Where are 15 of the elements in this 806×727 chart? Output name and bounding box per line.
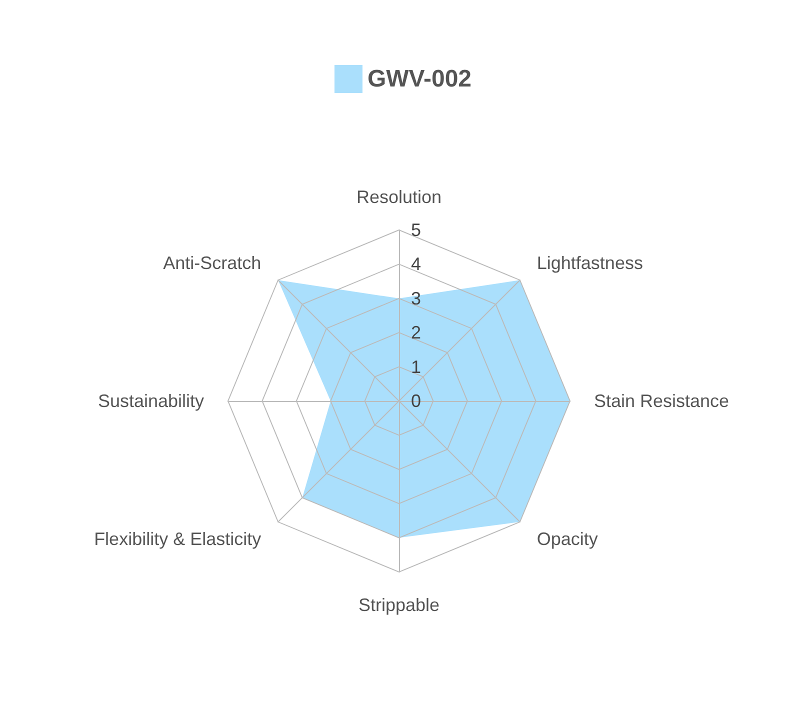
y-tick-label: 1 bbox=[410, 356, 421, 377]
spoke-label: Sustainability bbox=[98, 391, 204, 411]
spoke-label: Strippable bbox=[358, 595, 440, 615]
y-tick-label: 2 bbox=[410, 322, 421, 343]
spoke-label: Lightfastness bbox=[536, 253, 643, 274]
spoke-label: Flexibility & Elasticity bbox=[94, 528, 262, 549]
legend-label: GWV-002 bbox=[367, 66, 472, 92]
y-tick-label: 3 bbox=[410, 288, 421, 308]
y-tick-label: 5 bbox=[410, 220, 421, 240]
spoke-label: Resolution bbox=[356, 187, 442, 207]
y-tick-label: 4 bbox=[410, 254, 421, 274]
spoke-label: Anti-Scratch bbox=[163, 253, 262, 274]
spoke-label: Stain Resistance bbox=[594, 391, 730, 411]
spoke-label: Opacity bbox=[536, 528, 598, 549]
y-tick-label: 0 bbox=[410, 391, 421, 411]
